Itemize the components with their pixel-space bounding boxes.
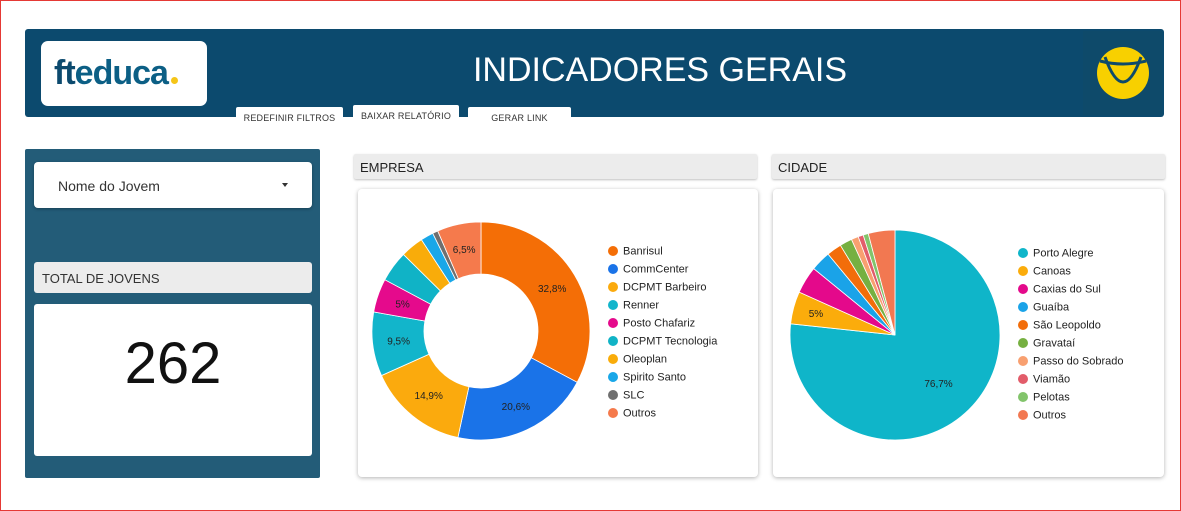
legend-item-canoas[interactable]: Canoas: [1033, 266, 1071, 278]
legend-swatch-dcpmt-tecnologia: [608, 336, 618, 346]
legend-swatch-oleoplan: [608, 354, 618, 364]
legend-item-dcpmt-tecnologia[interactable]: DCPMT Tecnologia: [623, 336, 718, 348]
legend-item-viamao[interactable]: Viamão: [1033, 374, 1070, 386]
legend-item-dcpmt-barbeiro[interactable]: DCPMT Barbeiro: [623, 282, 707, 294]
total-value: 262: [124, 331, 222, 396]
data-label-outros: 6,5%: [453, 245, 476, 256]
legend-item-pelotas[interactable]: Pelotas: [1033, 392, 1070, 404]
legend-swatch-guaiba: [1018, 302, 1028, 312]
legend-item-outros[interactable]: Outros: [1033, 410, 1067, 422]
legend-swatch-passo-do-sobrado: [1018, 356, 1028, 366]
legend-item-posto-chafariz[interactable]: Posto Chafariz: [623, 318, 695, 330]
logo-ft-text: ft: [54, 54, 76, 92]
legend-swatch-outros: [608, 408, 618, 418]
empresa-section-label: EMPRESA: [360, 160, 424, 175]
legend-item-gravatai[interactable]: Gravataí: [1033, 338, 1075, 350]
legend-swatch-banrisul: [608, 246, 618, 256]
legend-item-outros[interactable]: Outros: [623, 408, 657, 420]
data-label-dcpmt-barbeiro: 14,9%: [415, 391, 443, 402]
legend-swatch-viamao: [1018, 374, 1028, 384]
logo-dot-icon: [170, 77, 178, 84]
legend-item-slc[interactable]: SLC: [623, 390, 644, 402]
legend-swatch-canoas: [1018, 266, 1028, 276]
legend-swatch-commcenter: [608, 264, 618, 274]
reset-filters-button[interactable]: REDEFINIR FILTROS: [236, 107, 343, 128]
slice-commcenter[interactable]: [457, 357, 578, 441]
legend-item-spirito-santo[interactable]: Spirito Santo: [623, 372, 686, 384]
slice-banrisul[interactable]: [480, 221, 591, 383]
data-label-porto-alegre: 76,7%: [924, 379, 952, 390]
cidade-pie-chart: 76,7% 5% Porto Alegre Canoas Caxias do Sul Gu…: [789, 229, 1124, 441]
empresa-donut-chart: 32,8% 20,6% 14,9% 9,5% 5% 6,5% Banrisul CommCen…: [371, 221, 718, 441]
legend-item-commcenter[interactable]: CommCenter: [623, 264, 689, 276]
legend-item-porto-alegre[interactable]: Porto Alegre: [1033, 248, 1094, 260]
legend-swatch-dcpmt-barbeiro: [608, 282, 618, 292]
legend-item-oleoplan[interactable]: Oleoplan: [623, 354, 667, 366]
total-label: TOTAL DE JOVENS: [42, 271, 160, 286]
data-label-banrisul: 32,8%: [538, 284, 566, 295]
legend-swatch-spirito-santo: [608, 372, 618, 382]
data-label-renner: 9,5%: [387, 337, 410, 348]
empresa-chart-card: 32,8% 20,6% 14,9% 9,5% 5% 6,5% Banrisul CommCen…: [358, 189, 758, 477]
page-title: INDICADORES GERAIS: [472, 51, 848, 89]
total-scorecard: 262: [34, 304, 312, 456]
slice-porto-alegre[interactable]: [789, 229, 1001, 441]
legend-item-passo-do-sobrado[interactable]: Passo do Sobrado: [1033, 356, 1124, 368]
legend-swatch-caxias-do-sul: [1018, 284, 1028, 294]
cidade-section-label: CIDADE: [778, 160, 828, 175]
legend-swatch-posto-chafariz: [608, 318, 618, 328]
header-bar: [25, 29, 1164, 117]
tennis-ball-icon: [1083, 31, 1162, 115]
caret-down-icon: [282, 183, 288, 187]
legend-swatch-slc: [608, 390, 618, 400]
legend-swatch-renner: [608, 300, 618, 310]
download-report-button[interactable]: BAIXAR RELATÓRIO: [353, 105, 459, 126]
legend-swatch-pelotas: [1018, 392, 1028, 402]
legend-item-guaiba[interactable]: Guaíba: [1033, 302, 1070, 314]
legend-swatch-gravatai: [1018, 338, 1028, 348]
cidade-section-header: CIDADE: [772, 154, 1165, 179]
cidade-chart-card: 76,7% 5% Porto Alegre Canoas Caxias do Sul Gu…: [773, 189, 1164, 477]
data-label-commcenter: 20,6%: [502, 402, 530, 413]
empresa-section-header: EMPRESA: [354, 154, 757, 179]
legend-swatch-porto-alegre: [1018, 248, 1028, 258]
total-header: TOTAL DE JOVENS: [34, 262, 312, 293]
legend-item-caxias-do-sul[interactable]: Caxias do Sul: [1033, 284, 1101, 296]
data-label-canoas: 5%: [809, 309, 824, 320]
dropdown-label: Nome do Jovem: [58, 178, 160, 194]
slice-outros[interactable]: [437, 221, 482, 280]
legend-item-sao-leopoldo[interactable]: São Leopoldo: [1033, 320, 1101, 332]
jovem-name-dropdown[interactable]: Nome do Jovem: [34, 162, 312, 208]
slice-outros[interactable]: [867, 229, 896, 336]
legend-swatch-outros: [1018, 410, 1028, 420]
legend-item-renner[interactable]: Renner: [623, 300, 659, 312]
logo-educa-text: educa: [74, 54, 169, 92]
logo: fteduca: [41, 41, 207, 106]
data-label-posto-chafariz: 5%: [395, 299, 410, 310]
legend-item-banrisul[interactable]: Banrisul: [623, 246, 663, 258]
generate-link-button[interactable]: GERAR LINK: [468, 107, 571, 128]
legend-swatch-sao-leopoldo: [1018, 320, 1028, 330]
